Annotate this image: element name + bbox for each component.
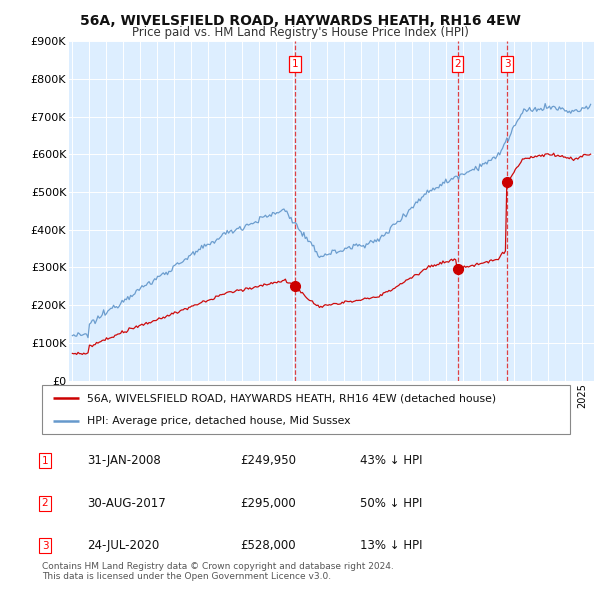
Text: Price paid vs. HM Land Registry's House Price Index (HPI): Price paid vs. HM Land Registry's House … — [131, 26, 469, 39]
Text: 24-JUL-2020: 24-JUL-2020 — [87, 539, 159, 552]
Text: £249,950: £249,950 — [240, 454, 296, 467]
Text: 31-JAN-2008: 31-JAN-2008 — [87, 454, 161, 467]
Text: 1: 1 — [292, 59, 298, 69]
Text: £528,000: £528,000 — [240, 539, 296, 552]
Text: 2: 2 — [454, 59, 461, 69]
Text: 1: 1 — [41, 456, 49, 466]
Text: HPI: Average price, detached house, Mid Sussex: HPI: Average price, detached house, Mid … — [87, 415, 350, 425]
Text: 43% ↓ HPI: 43% ↓ HPI — [360, 454, 422, 467]
Text: 56A, WIVELSFIELD ROAD, HAYWARDS HEATH, RH16 4EW (detached house): 56A, WIVELSFIELD ROAD, HAYWARDS HEATH, R… — [87, 394, 496, 404]
FancyBboxPatch shape — [42, 385, 570, 434]
Text: 30-AUG-2017: 30-AUG-2017 — [87, 497, 166, 510]
Text: £295,000: £295,000 — [240, 497, 296, 510]
Text: 3: 3 — [41, 541, 49, 550]
Text: 2: 2 — [41, 499, 49, 508]
Text: Contains HM Land Registry data © Crown copyright and database right 2024.
This d: Contains HM Land Registry data © Crown c… — [42, 562, 394, 581]
Text: 3: 3 — [503, 59, 511, 69]
Text: 50% ↓ HPI: 50% ↓ HPI — [360, 497, 422, 510]
Text: 13% ↓ HPI: 13% ↓ HPI — [360, 539, 422, 552]
Text: 56A, WIVELSFIELD ROAD, HAYWARDS HEATH, RH16 4EW: 56A, WIVELSFIELD ROAD, HAYWARDS HEATH, R… — [80, 14, 520, 28]
